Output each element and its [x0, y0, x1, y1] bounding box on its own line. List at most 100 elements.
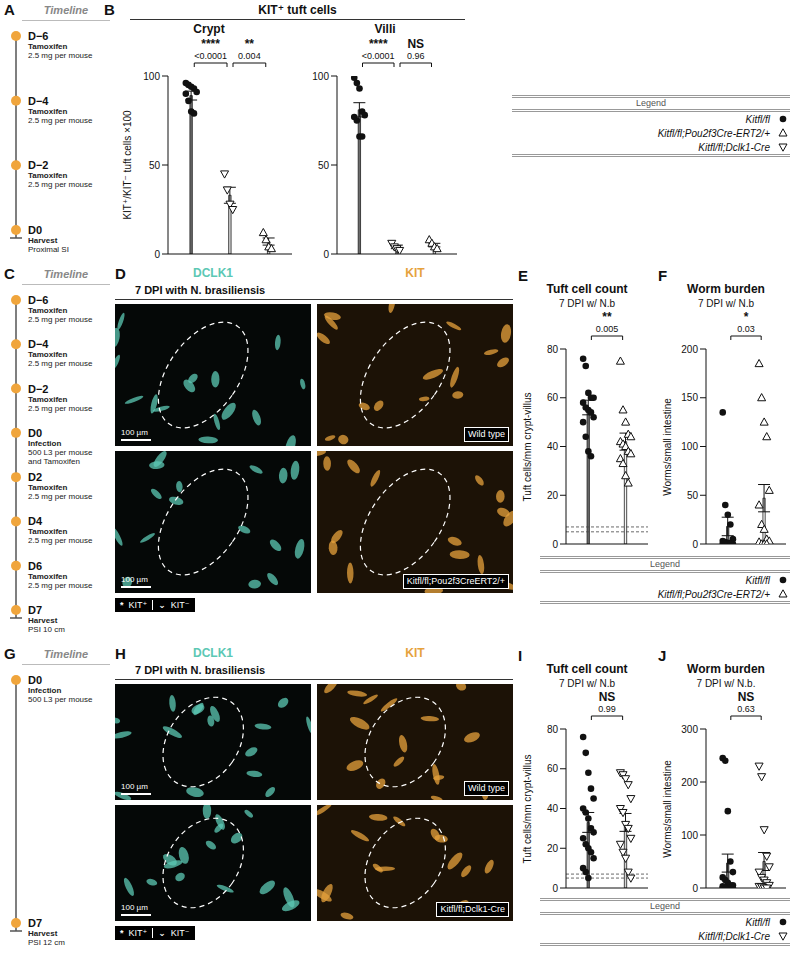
html-text:NS: NS: [737, 690, 755, 704]
svg-text:20: 20: [547, 490, 559, 501]
html-text:7 DPI w/ N.b.: 7 DPI w/ N.b.: [696, 678, 756, 689]
html-text:D7: D7: [28, 917, 43, 929]
html-text:Kitfl/fl;Pou2f3Cre-ERT2/+: Kitfl/fl;Pou2f3Cre-ERT2/+: [657, 588, 770, 600]
html-text:2.5 mg per mouse: 2.5 mg per mouse: [28, 180, 93, 190]
html-text:D−4: D−4: [28, 338, 49, 351]
html-text:D0: D0: [28, 224, 43, 236]
svg-text:0: 0: [154, 249, 160, 260]
html-text:D−6: D−6: [28, 30, 49, 42]
html-text:2.5 mg per mouse: 2.5 mg per mouse: [28, 403, 93, 413]
svg-text:50: 50: [149, 160, 161, 171]
svg-text:80: 80: [547, 724, 559, 735]
svg-text:80: 80: [547, 344, 559, 355]
html-text:KIT: KIT: [405, 266, 425, 280]
html-text:Tamoxifen: Tamoxifen: [28, 106, 68, 116]
html-text:and Tamoxifen: and Tamoxifen: [28, 456, 80, 466]
html-text:D4: D4: [28, 515, 43, 528]
html-text:KIT⁺ tuft cells: KIT⁺ tuft cells: [258, 3, 337, 17]
svg-text:100: 100: [312, 71, 329, 82]
html-text:500 L3 per mouse: 500 L3 per mouse: [28, 447, 93, 457]
html-text:NS: NS: [598, 690, 616, 704]
html-text:Worms/small intestine: Worms/small intestine: [661, 759, 673, 858]
html-text:D2: D2: [28, 471, 43, 484]
html-text:2.5 mg per mouse: 2.5 mg per mouse: [28, 536, 93, 546]
svg-text:100: 100: [143, 71, 160, 82]
svg-text:50: 50: [687, 490, 699, 501]
html-text:7 DPI with N. brasiliensis: 7 DPI with N. brasiliensis: [135, 664, 266, 676]
html-text:Timeline: Timeline: [43, 4, 89, 16]
html-text:D−2: D−2: [28, 382, 49, 395]
svg-text:60: 60: [547, 763, 559, 774]
html-text:Tuft cell count: Tuft cell count: [546, 662, 628, 676]
svg-text:0: 0: [323, 249, 329, 260]
svg-text:200: 200: [681, 777, 698, 788]
html-text:Villi: Villi: [374, 22, 396, 36]
html-text:Kitfl/fl;Pou2f3Cre-ERT2/+: Kitfl/fl;Pou2f3Cre-ERT2/+: [657, 127, 770, 139]
html-text:Kitfl/fl;Dclk1-Cre: Kitfl/fl;Dclk1-Cre: [698, 141, 770, 153]
html-text:Kitfl/fl: Kitfl/fl: [745, 574, 770, 586]
html-text:NS: NS: [407, 37, 425, 51]
svg-text:20: 20: [547, 843, 559, 854]
html-text:A: A: [4, 1, 15, 18]
html-text:Kitfl/fl;Dclk1-Cre: Kitfl/fl;Dclk1-Cre: [698, 930, 770, 942]
html-text:Tamoxifen: Tamoxifen: [28, 350, 68, 360]
svg-text:100: 100: [681, 830, 698, 841]
html-text:B: B: [104, 1, 115, 18]
html-text:D−2: D−2: [28, 159, 49, 172]
html-text:Tuft cell count: Tuft cell count: [546, 282, 628, 296]
html-text:D0: D0: [28, 426, 43, 439]
html-text:KIT⁺/KIT⁻ tuft cells ×100: KIT⁺/KIT⁻ tuft cells ×100: [121, 110, 133, 220]
svg-text:40: 40: [547, 441, 559, 452]
html-text:D−4: D−4: [28, 94, 49, 107]
html-text:Worm burden: Worm burden: [687, 282, 765, 296]
html-text:Timeline: Timeline: [43, 268, 89, 280]
html-text:7 DPI with N. brasiliensis: 7 DPI with N. brasiliensis: [135, 284, 266, 296]
html-text:2.5 mg per mouse: 2.5 mg per mouse: [28, 115, 93, 125]
svg-text:200: 200: [681, 344, 698, 355]
html-text:<0.0001: <0.0001: [194, 51, 227, 61]
html-text:Tamoxifen: Tamoxifen: [28, 483, 68, 493]
svg-text:60: 60: [547, 392, 559, 403]
html-text:Tuft cells/mm crypt-villus: Tuft cells/mm crypt-villus: [521, 392, 533, 501]
svg-text:0: 0: [692, 883, 698, 894]
html-text:7 DPI w/ N.b: 7 DPI w/ N.b: [697, 298, 755, 309]
html-text:D−6: D−6: [28, 294, 49, 306]
svg-text:50: 50: [318, 160, 330, 171]
svg-text:40: 40: [547, 803, 559, 814]
html-text:Tamoxifen: Tamoxifen: [28, 527, 68, 537]
html-text:0.004: 0.004: [238, 51, 261, 61]
html-text:Kitfl/fl: Kitfl/fl: [745, 113, 770, 125]
html-text:Worm burden: Worm burden: [687, 662, 765, 676]
html-text:Tamoxifen: Tamoxifen: [28, 571, 68, 581]
html-text:<0.0001: <0.0001: [361, 51, 395, 61]
html-text:7 DPI w/ N.b: 7 DPI w/ N.b: [558, 298, 616, 309]
html-text:KIT: KIT: [405, 646, 425, 660]
html-text:DCLK1: DCLK1: [193, 646, 233, 660]
html-text:D0: D0: [28, 674, 43, 686]
svg-text:100: 100: [681, 441, 698, 452]
svg-text:0: 0: [552, 883, 558, 894]
html-text:D7: D7: [28, 604, 43, 616]
html-text:H: H: [115, 645, 126, 662]
html-text:G: G: [4, 645, 16, 662]
html-text:Tamoxifen: Tamoxifen: [28, 394, 68, 404]
html-text:Crypt: Crypt: [193, 22, 225, 36]
html-text:2.5 mg per mouse: 2.5 mg per mouse: [28, 492, 93, 502]
svg-text:150: 150: [681, 392, 698, 403]
html-text:2.5 mg per mouse: 2.5 mg per mouse: [28, 580, 93, 590]
html-text:2.5 mg per mouse: 2.5 mg per mouse: [28, 359, 93, 369]
svg-text:0: 0: [552, 539, 558, 550]
svg-text:0: 0: [692, 539, 698, 550]
html-text:Worms/small intestine: Worms/small intestine: [661, 397, 673, 496]
html-text:D6: D6: [28, 559, 43, 572]
html-text:DCLK1: DCLK1: [193, 266, 233, 280]
html-text:D: D: [115, 265, 126, 282]
svg-text:300: 300: [681, 724, 698, 735]
html-text:Timeline: Timeline: [43, 648, 89, 660]
html-text:7 DPI w/ N.b: 7 DPI w/ N.b: [558, 678, 616, 689]
html-text:Kitfl/fl: Kitfl/fl: [745, 916, 770, 928]
html-text:C: C: [4, 265, 15, 282]
html-text:Infection: Infection: [28, 438, 62, 448]
html-text:Tamoxifen: Tamoxifen: [28, 171, 68, 181]
html-text:Tuft cells/mm crypt-villus: Tuft cells/mm crypt-villus: [521, 754, 533, 863]
